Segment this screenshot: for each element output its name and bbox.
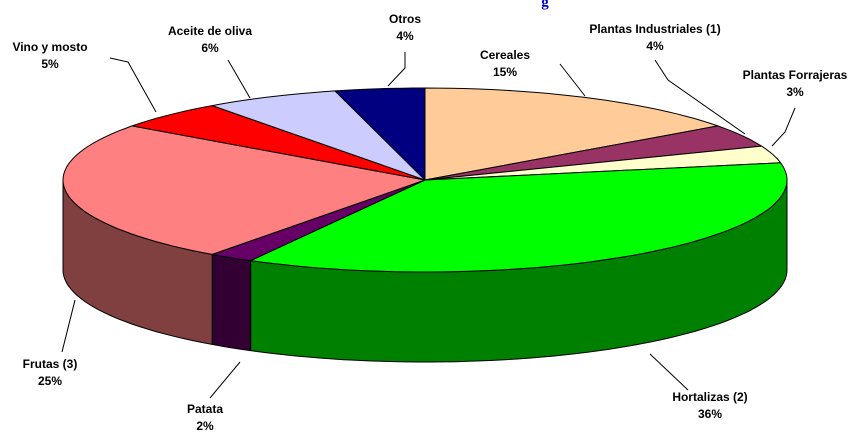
slice-label: Hortalizas (2) bbox=[672, 390, 747, 404]
leader-line bbox=[649, 353, 689, 391]
value-label: 4% bbox=[396, 29, 414, 43]
slice bbox=[211, 90, 426, 181]
value-label: 2% bbox=[196, 419, 214, 433]
slice-label: Frutas (3) bbox=[23, 357, 78, 371]
leader-line bbox=[654, 59, 746, 135]
slice bbox=[334, 87, 426, 181]
slice-label: Patata bbox=[187, 402, 223, 416]
leader-line bbox=[227, 59, 251, 99]
leader-line bbox=[209, 361, 241, 399]
slice bbox=[424, 125, 763, 181]
value-label: 3% bbox=[786, 85, 804, 99]
value-label: 4% bbox=[646, 39, 664, 53]
chart-title: g bbox=[541, 0, 549, 10]
value-label: 5% bbox=[41, 57, 59, 71]
slice-label: Aceite de oliva bbox=[168, 24, 252, 38]
leader-line bbox=[387, 52, 406, 87]
slice-label: Plantas Industriales (1) bbox=[589, 22, 720, 36]
leader-line bbox=[771, 107, 796, 147]
leader-line bbox=[61, 299, 76, 353]
slice bbox=[131, 105, 426, 181]
slice bbox=[62, 125, 426, 255]
value-label: 25% bbox=[38, 374, 62, 388]
slice bbox=[424, 145, 782, 181]
slice bbox=[250, 162, 788, 273]
slice-label: Otros bbox=[389, 12, 421, 26]
leader-line bbox=[109, 57, 157, 113]
value-label: 15% bbox=[493, 65, 517, 79]
value-label: 6% bbox=[201, 41, 219, 55]
slice-label: Cereales bbox=[480, 48, 530, 62]
value-label: 36% bbox=[698, 407, 722, 421]
slice-label: Vino y mosto bbox=[12, 40, 87, 54]
slice-label: Plantas Forrajeras bbox=[743, 68, 848, 82]
slice-side bbox=[211, 253, 252, 352]
slice bbox=[424, 87, 719, 181]
leader-line bbox=[559, 63, 586, 97]
